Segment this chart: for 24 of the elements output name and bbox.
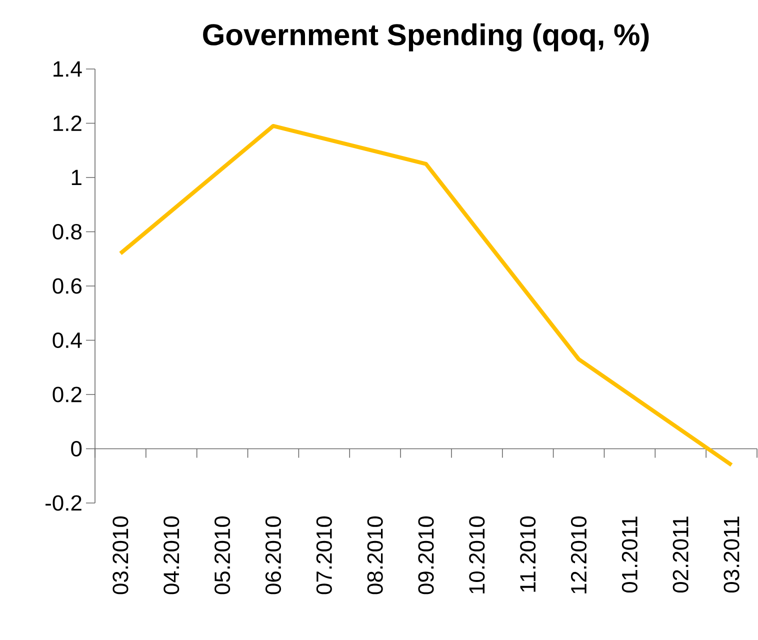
y-tick-label: 1	[72, 170, 82, 186]
x-tick-label: 01.2011	[622, 516, 638, 593]
y-tick-label: 0.8	[52, 224, 82, 240]
y-tick-label: 0.6	[52, 278, 82, 294]
y-tick-label: 1.2	[54, 116, 82, 131]
x-tick-label: 09.2010	[418, 516, 434, 594]
x-tick-label: 12.2010	[570, 516, 587, 594]
y-tick-label: 0.4	[52, 332, 82, 348]
chart-title: Government Spending (qoq, %)	[203, 23, 649, 52]
x-tick-label: 10.2010	[469, 516, 485, 594]
x-tick-label: 03.2011	[724, 516, 740, 593]
x-tick-label: 05.2010	[214, 516, 230, 594]
y-tick-label: 0	[71, 440, 82, 457]
x-tick-label: 07.2010	[316, 516, 332, 594]
x-tick-label: 04.2010	[164, 516, 180, 594]
y-tick-label: 0.2	[52, 386, 82, 402]
x-tick-label: 11.2010	[520, 516, 536, 592]
x-tick-label: 08.2010	[367, 516, 383, 594]
y-tick-label: 1.4	[54, 61, 82, 77]
line-series	[118, 124, 734, 468]
x-tick-label: 06.2010	[265, 516, 282, 594]
x-tick-label: 02.2011	[672, 516, 688, 593]
y-tick-label: -0.2	[46, 495, 82, 511]
x-tick-label: 03.2010	[112, 516, 128, 594]
